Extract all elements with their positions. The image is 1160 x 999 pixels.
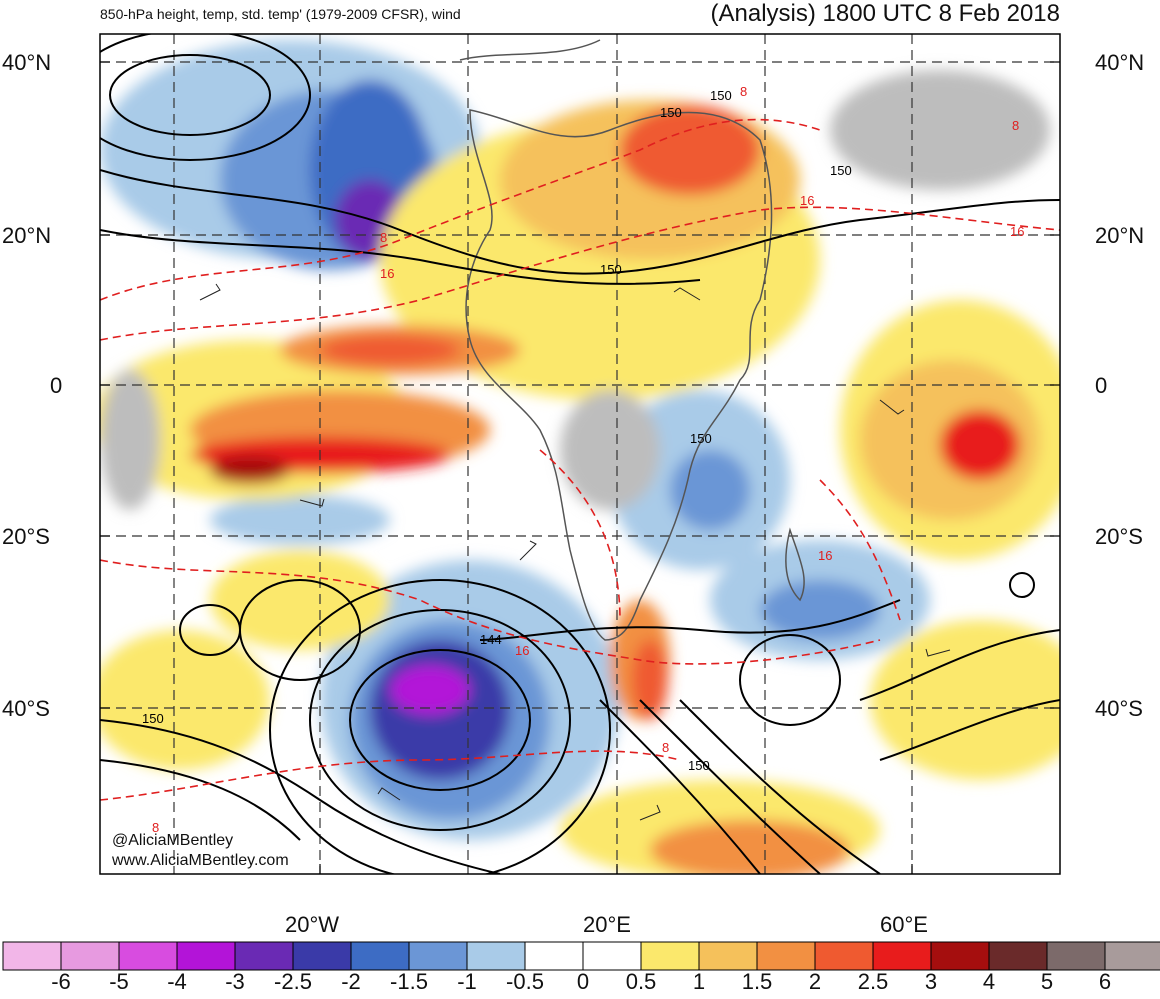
contour-label: 150 (710, 88, 732, 103)
colorbar-label: -2.5 (274, 969, 312, 994)
lat-label-right: 0 (1095, 373, 1108, 398)
contour-label: 16 (515, 643, 529, 658)
height-contours (100, 34, 1060, 874)
colorbar-label: 1.5 (741, 969, 773, 994)
contour-label: 8 (662, 740, 669, 755)
colorbar-label: -1 (457, 969, 477, 994)
contour-label: 8 (1012, 118, 1019, 133)
credit-handle: @AliciaMBentley (112, 832, 234, 849)
lat-label-left: 40°N (2, 50, 52, 75)
colorbar-label: 0.5 (625, 969, 657, 994)
coastlines (459, 39, 805, 641)
colorbar-label: 2.5 (857, 969, 889, 994)
lon-label: 60°E (880, 912, 928, 937)
colorbar-label: 5 (1040, 969, 1054, 994)
contour-label: 16 (380, 266, 394, 281)
colorbar-label: -3 (225, 969, 245, 994)
lat-label-left: 20°N (2, 223, 52, 248)
contour-label: 16 (818, 548, 832, 563)
contour-label: 16 (1010, 224, 1024, 239)
wind-barbs (199, 283, 951, 821)
graticule (100, 34, 1060, 874)
lat-label-right: 20°S (1095, 524, 1143, 549)
credit-website: www.AliciaMBentley.com (112, 852, 289, 869)
lat-label-right: 20°N (1095, 223, 1145, 248)
colorbar-label: -0.5 (506, 969, 544, 994)
colorbar-label: 2 (808, 969, 822, 994)
lat-label-left: 0 (50, 373, 63, 398)
temp-contours (100, 118, 1060, 801)
colorbar-label: -2 (341, 969, 361, 994)
lon-label: 20°W (285, 912, 340, 937)
contour-label: 150 (830, 163, 852, 178)
colorbar-label: 4 (982, 969, 996, 994)
header-left-title: 850-hPa height, temp, std. temp' (1979-2… (100, 6, 461, 22)
contour-label: 16 (800, 193, 814, 208)
contour-label: 150 (660, 105, 682, 120)
colorbar-label: -1.5 (390, 969, 428, 994)
colorbar-label: 6 (1098, 969, 1112, 994)
colorbar-label: 0 (576, 969, 590, 994)
lat-label-left: 20°S (2, 524, 50, 549)
lat-label-left: 40°S (2, 696, 50, 721)
lat-label-right: 40°N (1095, 50, 1145, 75)
contour-label: 150 (688, 758, 710, 773)
colorbar-label: -4 (167, 969, 187, 994)
header-right-title: (Analysis) 1800 UTC 8 Feb 2018 (710, 0, 1061, 27)
lon-label: 20°E (583, 912, 631, 937)
contour-label: 150 (690, 431, 712, 446)
contour-label: 8 (152, 820, 159, 835)
contour-label: 150 (142, 711, 164, 726)
colorbar-label: 1 (692, 969, 706, 994)
colorbar-label: -6 (51, 969, 71, 994)
contour-label: 144 (480, 632, 502, 647)
contour-label: 8 (380, 230, 387, 245)
colorbar-label: 3 (924, 969, 938, 994)
lat-label-right: 40°S (1095, 696, 1143, 721)
colorbar-label: -5 (109, 969, 129, 994)
contour-label: 8 (740, 84, 747, 99)
contour-label: 150 (600, 262, 622, 277)
